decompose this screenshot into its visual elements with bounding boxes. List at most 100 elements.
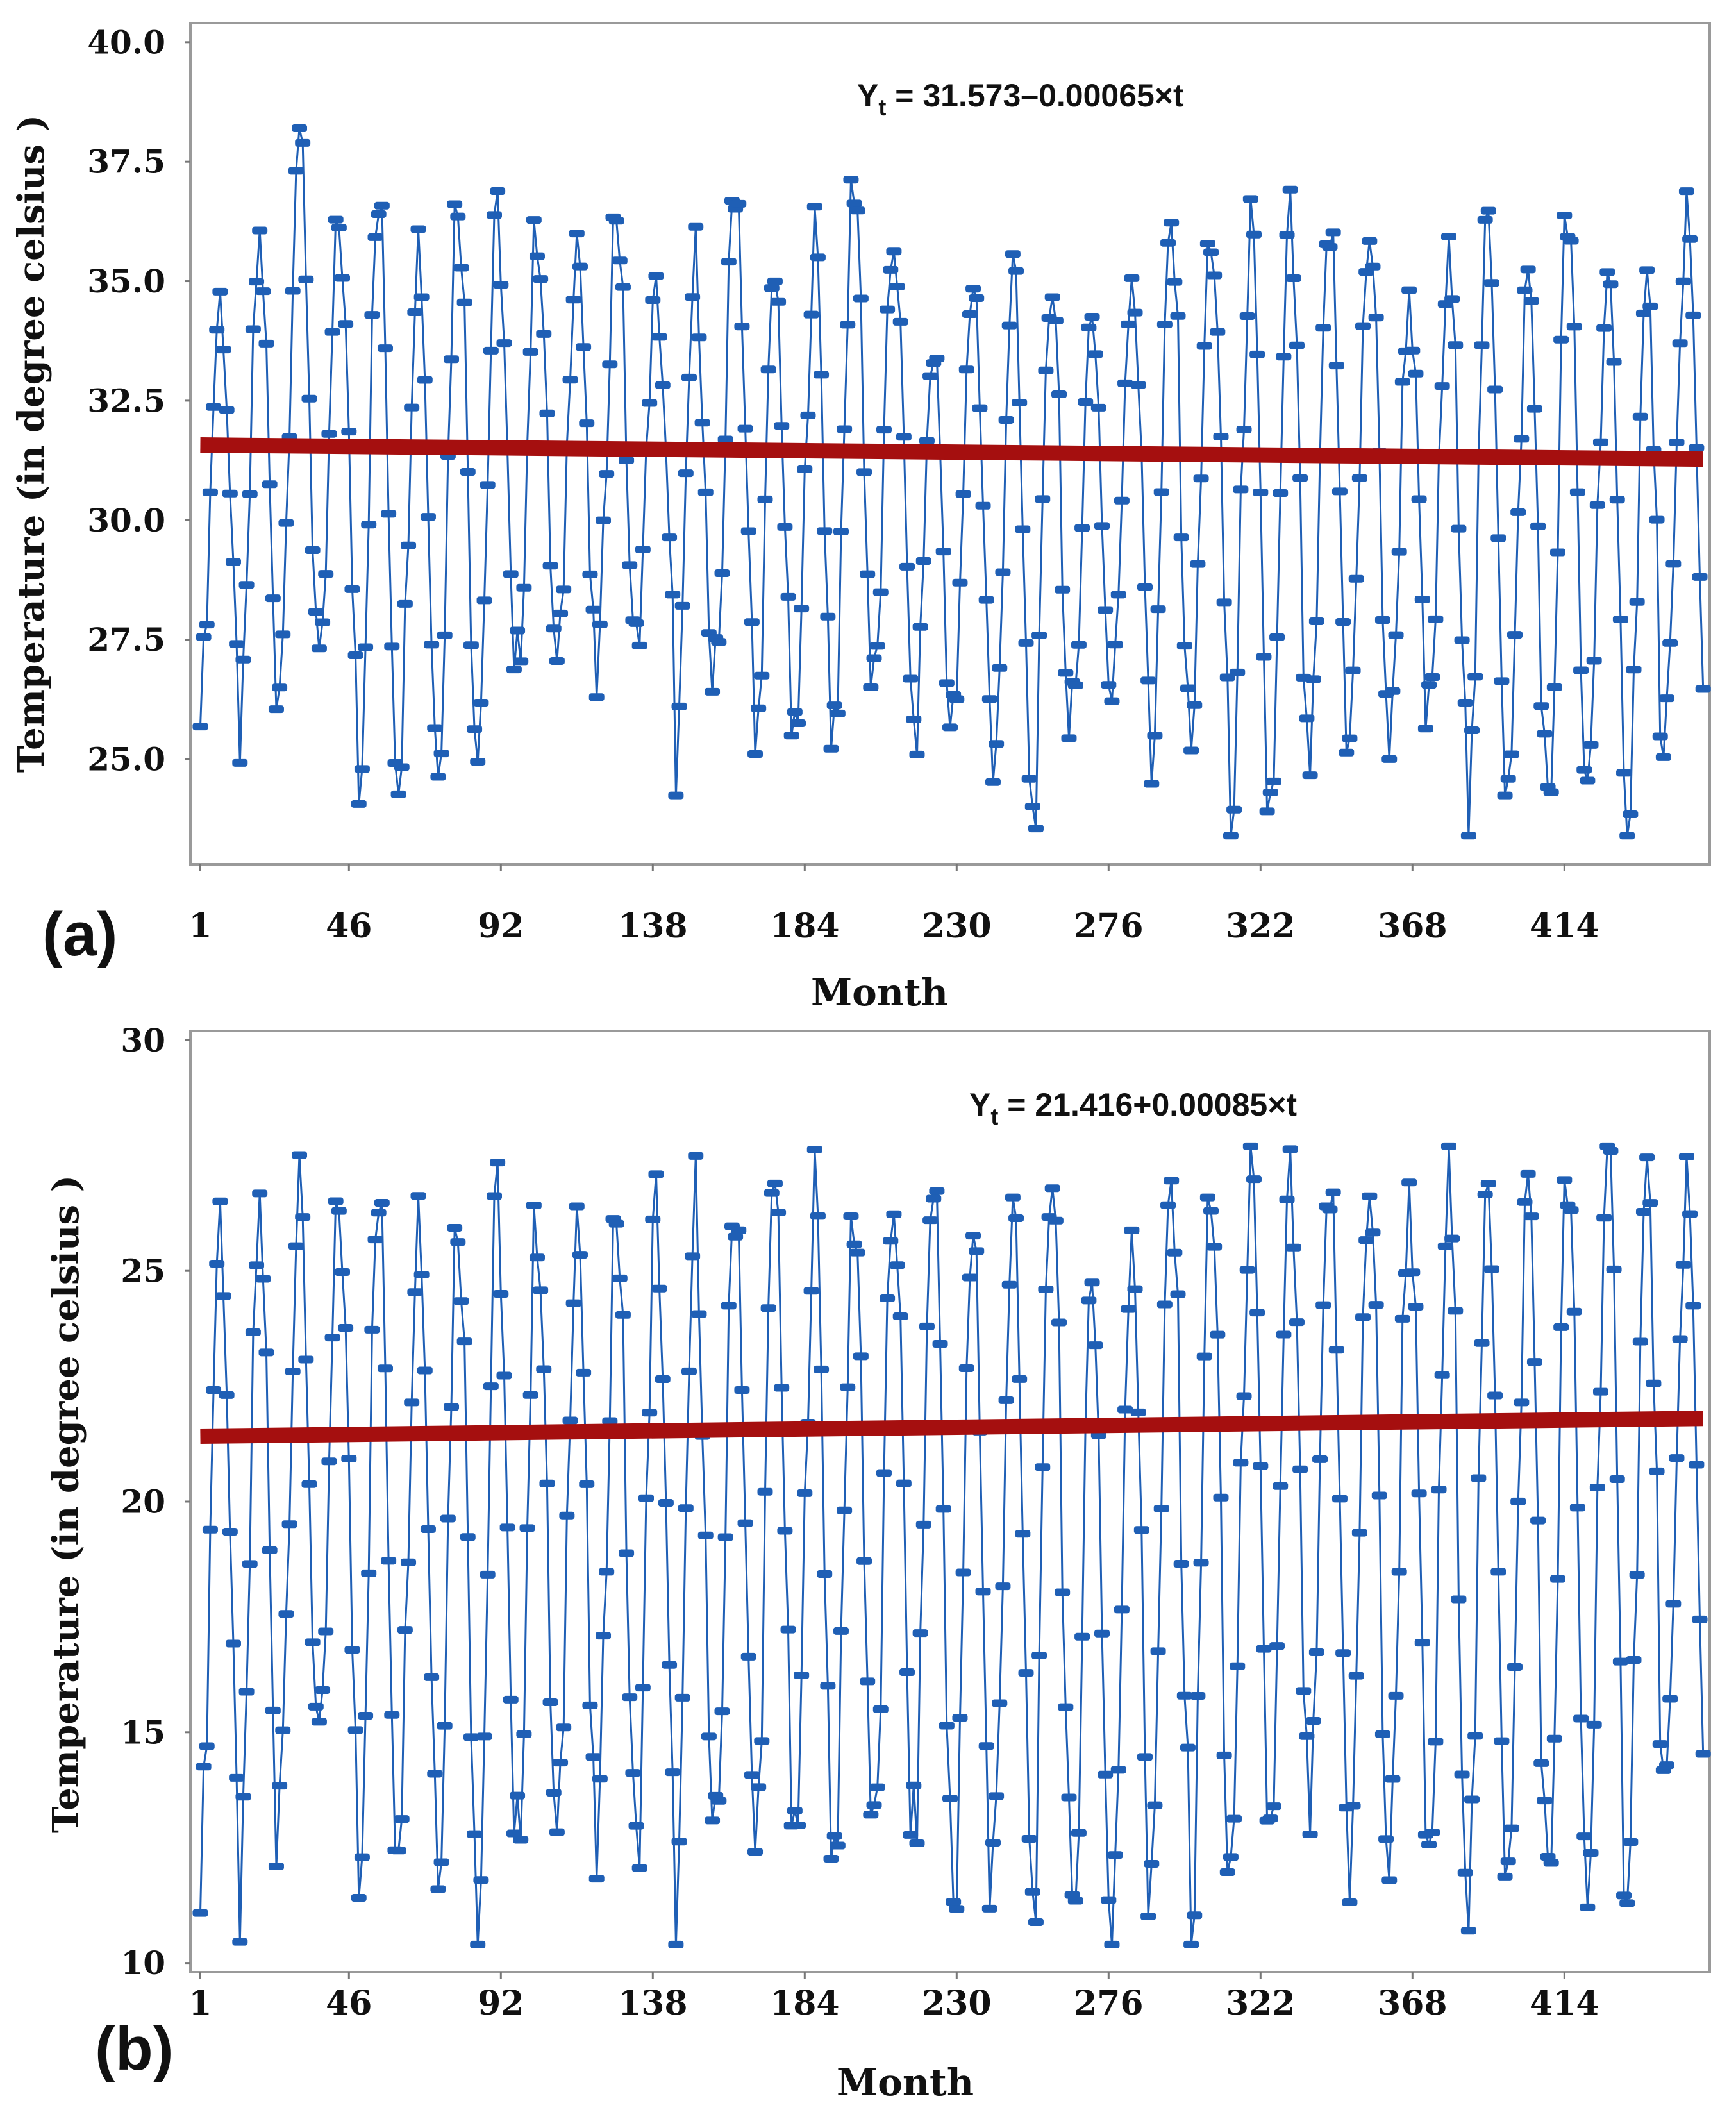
temperature-point	[1078, 398, 1094, 406]
temperature-point	[1104, 697, 1120, 705]
temperature-point	[569, 1202, 585, 1211]
temperature-point	[1566, 323, 1582, 331]
temperature-point	[1362, 237, 1378, 245]
temperature-point	[394, 1815, 410, 1823]
temperature-point	[1503, 750, 1519, 758]
temperature-point	[1523, 297, 1539, 305]
temperature-point	[229, 1773, 245, 1782]
temperature-point	[1153, 488, 1169, 496]
temperature-point	[734, 1386, 750, 1394]
temperature-point	[1147, 732, 1163, 740]
temperature-point	[1557, 211, 1573, 219]
temperature-point	[939, 679, 955, 687]
temperature-point	[774, 422, 790, 430]
temperature-point	[856, 1557, 872, 1565]
temperature-point	[648, 272, 664, 280]
temperature-point	[192, 723, 208, 731]
temperature-point	[969, 294, 985, 302]
temperature-point	[714, 569, 730, 577]
temperature-point	[1173, 1560, 1189, 1568]
temperature-point	[833, 527, 849, 535]
temperature-point	[582, 570, 598, 578]
temperature-point	[1021, 775, 1037, 783]
temperature-point	[1368, 1301, 1384, 1309]
temperature-point	[1487, 1391, 1503, 1400]
temperature-point	[1150, 1647, 1166, 1655]
temperature-point	[1289, 341, 1305, 349]
temperature-point	[1253, 1462, 1269, 1470]
temperature-point	[1592, 438, 1608, 446]
temperature-point	[1127, 308, 1143, 317]
temperature-point	[688, 222, 704, 231]
temperature-point	[1302, 1831, 1318, 1839]
temperature-point	[705, 687, 721, 696]
x-tick-label: 138	[618, 1984, 688, 2023]
temperature-point	[1632, 412, 1648, 421]
temperature-point	[292, 124, 308, 132]
temperature-point	[1490, 534, 1506, 542]
temperature-series-b	[192, 1142, 1711, 1948]
y-tick-label: 10	[121, 1944, 165, 1982]
temperature-point	[249, 1261, 265, 1269]
temperature-point	[476, 1732, 492, 1741]
temperature-point	[367, 233, 383, 241]
temperature-point	[437, 1722, 453, 1730]
temperature-point	[1187, 1911, 1203, 1920]
temperature-point	[433, 1858, 449, 1866]
temperature-point	[754, 1737, 770, 1745]
temperature-point	[298, 275, 314, 283]
temperature-point	[209, 326, 225, 334]
temperature-point	[245, 325, 261, 333]
temperature-point	[1365, 1228, 1381, 1237]
temperature-point	[1566, 1307, 1582, 1316]
temperature-point	[324, 1334, 340, 1342]
temperature-point	[1394, 1314, 1410, 1323]
temperature-point	[612, 256, 628, 265]
temperature-point	[942, 1795, 958, 1803]
temperature-point	[1094, 522, 1110, 530]
trend-line-a	[200, 437, 1703, 467]
temperature-point	[1160, 1201, 1176, 1209]
temperature-point	[1296, 1687, 1312, 1695]
temperature-point	[292, 1151, 308, 1159]
temperature-point	[1391, 1568, 1407, 1576]
temperature-point	[995, 1582, 1011, 1591]
temperature-point	[1190, 1691, 1206, 1700]
temperature-point	[275, 630, 291, 639]
temperature-point	[1230, 1662, 1246, 1670]
temperature-point	[1514, 435, 1530, 443]
temperature-point	[1167, 278, 1183, 286]
temperature-point	[1589, 1483, 1605, 1491]
temperature-point	[476, 596, 492, 605]
temperature-point	[651, 1284, 667, 1293]
temperature-point	[235, 1793, 251, 1801]
temperature-point	[242, 1560, 258, 1568]
temperature-point	[444, 355, 460, 364]
temperature-point	[1563, 237, 1579, 245]
temperature-point	[744, 1771, 760, 1779]
temperature-point	[407, 1288, 423, 1296]
temperature-point	[1510, 508, 1526, 516]
temperature-point	[989, 740, 1005, 748]
temperature-point	[549, 657, 565, 665]
temperature-point	[1454, 1770, 1470, 1779]
temperature-point	[883, 265, 899, 274]
temperature-point	[1098, 1770, 1114, 1779]
temperature-point	[1678, 1152, 1694, 1160]
temperature-point	[384, 1711, 400, 1719]
temperature-point	[493, 281, 509, 289]
temperature-point	[490, 1159, 506, 1167]
temperature-point	[1269, 633, 1285, 641]
temperature-point	[394, 763, 410, 771]
temperature-point	[1530, 1516, 1546, 1525]
temperature-point	[705, 1816, 721, 1825]
temperature-point	[992, 664, 1008, 672]
temperature-point	[526, 1201, 542, 1209]
temperature-point	[341, 428, 357, 436]
temperature-point	[1130, 1408, 1146, 1416]
temperature-point	[1081, 1296, 1097, 1305]
temperature-point	[546, 624, 562, 633]
temperature-point	[1546, 1734, 1562, 1743]
temperature-point	[1448, 341, 1464, 349]
temperature-point	[1388, 631, 1404, 639]
